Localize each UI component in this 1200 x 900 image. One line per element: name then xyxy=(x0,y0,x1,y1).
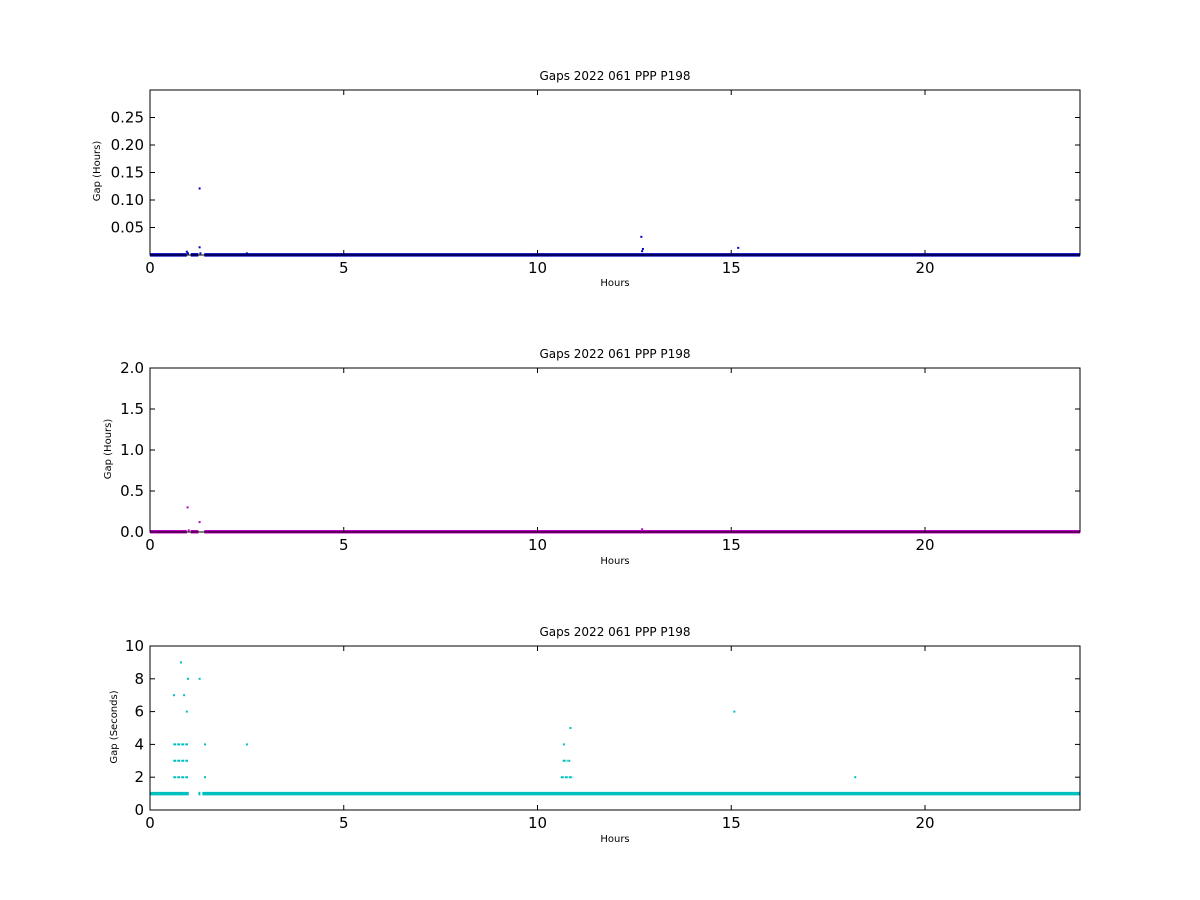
plot-area: 0 5 10 15 20 0.05 0.10 0.15 0.20 0.25 xyxy=(111,89,1081,277)
data-point xyxy=(641,250,644,253)
chart-title: Gaps 2022 061 PPP P198 xyxy=(539,347,690,361)
data-point xyxy=(187,529,190,532)
x-tick-label: 20 xyxy=(915,259,934,277)
data-point xyxy=(199,252,202,255)
data-point xyxy=(641,247,644,250)
y-tick-label: 0.20 xyxy=(111,136,144,154)
y-axis-label: Gap (Hours) xyxy=(103,419,114,480)
y-tick-label: 8 xyxy=(134,670,144,688)
y-tick-label: 2 xyxy=(134,768,144,786)
data-point xyxy=(737,246,740,249)
x-tick-label: 5 xyxy=(339,536,349,554)
data-point xyxy=(204,776,207,779)
data-point xyxy=(185,710,188,713)
data-point xyxy=(183,694,186,697)
data-point xyxy=(733,710,736,713)
y-axis-label: Gap (Seconds) xyxy=(109,690,120,763)
x-tick-label: 10 xyxy=(528,259,547,277)
data-point xyxy=(640,235,643,238)
x-tick-label: 10 xyxy=(528,814,547,832)
x-tick-label: 20 xyxy=(915,814,934,832)
x-tick-label: 5 xyxy=(339,814,349,832)
y-tick-label: 2.0 xyxy=(120,359,144,377)
y-tick-label: 0.15 xyxy=(111,164,144,182)
plot-area: 0 5 10 15 20 0 2 4 6 8 10 xyxy=(125,637,1081,832)
data-point xyxy=(568,759,571,762)
chart-title: Gaps 2022 061 PPP P198 xyxy=(539,69,690,83)
x-tick-label: 0 xyxy=(145,536,155,554)
y-tick-label: 0.05 xyxy=(111,219,144,237)
data-point xyxy=(186,506,189,509)
x-tick-label: 15 xyxy=(722,259,741,277)
x-tick-label: 15 xyxy=(722,536,741,554)
x-tick-label: 10 xyxy=(528,536,547,554)
data-point xyxy=(854,776,857,779)
data-point xyxy=(185,250,188,253)
y-tick-label: 1.0 xyxy=(120,441,144,459)
data-point xyxy=(186,252,189,255)
panel-top: Gaps 2022 061 PPP P198 Hours Gap (Hours)… xyxy=(92,69,1081,289)
x-tick-label: 20 xyxy=(915,536,934,554)
data-point xyxy=(245,743,248,746)
data-point xyxy=(186,677,189,680)
y-tick-label: 0.10 xyxy=(111,191,144,209)
x-tick-label: 0 xyxy=(145,814,155,832)
data-point xyxy=(641,528,644,531)
x-tick-label: 15 xyxy=(722,814,741,832)
data-point xyxy=(198,246,201,249)
data-point xyxy=(204,743,207,746)
x-axis-label: Hours xyxy=(600,556,629,567)
axes-frame xyxy=(149,645,1081,811)
x-tick-label: 5 xyxy=(339,259,349,277)
x-axis-label: Hours xyxy=(600,278,629,289)
x-tick-label: 0 xyxy=(145,259,155,277)
data-point xyxy=(245,252,248,255)
data-point xyxy=(198,187,201,190)
y-tick-label: 0.25 xyxy=(111,109,144,127)
panel-bottom: Gaps 2022 061 PPP P198 Hours Gap (Second… xyxy=(109,625,1081,845)
data-point xyxy=(180,661,182,664)
y-tick-label: 10 xyxy=(125,637,144,655)
data-point xyxy=(569,727,572,729)
y-tick-label: 0.0 xyxy=(120,523,144,541)
y-tick-label: 0.5 xyxy=(120,482,144,500)
plot-area: 0 5 10 15 20 0.0 0.5 1.0 1.5 2.0 xyxy=(120,359,1081,554)
data-point xyxy=(562,743,565,746)
data-point xyxy=(198,677,201,680)
data-point xyxy=(173,694,176,697)
x-axis-label: Hours xyxy=(600,834,629,845)
y-tick-label: 4 xyxy=(134,735,144,753)
y-tick-label: 6 xyxy=(134,703,144,721)
y-tick-label: 0 xyxy=(134,801,144,819)
data-point xyxy=(198,521,201,524)
y-tick-label: 1.5 xyxy=(120,400,144,418)
panel-middle: Gaps 2022 061 PPP P198 Hours Gap (Hours)… xyxy=(103,347,1081,567)
y-axis-label: Gap (Hours) xyxy=(92,141,103,202)
chart-title: Gaps 2022 061 PPP P198 xyxy=(539,625,690,639)
